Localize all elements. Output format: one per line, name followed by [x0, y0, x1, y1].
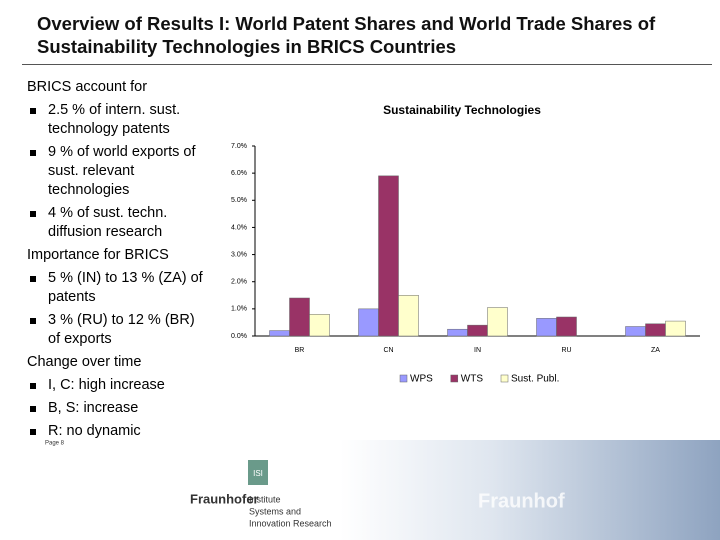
page-number: Page 8	[45, 441, 65, 447]
legend-swatch	[450, 374, 459, 383]
y-tick-label: 4.0%	[231, 224, 247, 231]
bar	[467, 324, 488, 337]
text-column: BRICS account for 2.5 % of intern. sust. …	[27, 76, 207, 445]
chart-title: Sustainability Technologies	[383, 103, 541, 117]
y-tick-label: 7.0%	[231, 143, 247, 150]
bar	[398, 295, 419, 337]
legend-swatch	[500, 374, 509, 383]
section-heading: Change over time	[27, 354, 142, 370]
y-tick-label: 0.0%	[231, 333, 247, 340]
bar	[536, 318, 557, 337]
bullet: I, C: high increase	[27, 376, 203, 395]
institute-line: Innovation Research	[249, 518, 332, 528]
bar	[625, 326, 646, 337]
legend-label: WTS	[461, 374, 484, 385]
bar	[289, 297, 310, 337]
x-tick-label: ZA	[651, 347, 660, 354]
bullet: B, S: increase	[27, 399, 203, 418]
legend-label: Sust. Publ.	[511, 374, 559, 385]
y-tick-label: 3.0%	[231, 251, 247, 258]
bar	[645, 323, 666, 337]
bar	[556, 316, 577, 337]
x-tick-label: BR	[295, 347, 305, 354]
bullet: 5 % (IN) to 13 % (ZA) of patents	[27, 269, 203, 307]
title-rule	[22, 64, 712, 65]
institute-line: Institute	[249, 494, 281, 504]
photo-text: Fraunhof	[478, 490, 565, 512]
bullet: R: no dynamic	[27, 422, 203, 441]
slide-title: Overview of Results I: World Patent Shar…	[37, 13, 656, 57]
bullet: 3 % (RU) to 12 % (BR) of exports	[27, 311, 203, 349]
isi-box	[248, 460, 268, 485]
institute-line: Systems and	[249, 506, 301, 516]
photo	[340, 440, 720, 540]
bar	[665, 320, 686, 337]
bar	[447, 328, 468, 337]
legend-label: WPS	[410, 374, 433, 385]
section-heading: Importance for BRICS	[27, 247, 169, 263]
y-tick-label: 2.0%	[231, 279, 247, 286]
x-tick-label: IN	[474, 347, 481, 354]
bar	[487, 307, 508, 337]
x-tick-label: RU	[561, 347, 571, 354]
brand: Fraunhofer	[190, 491, 259, 506]
bullet: 2.5 % of intern. sust. technology patent…	[27, 101, 203, 139]
section-heading: BRICS account for	[27, 79, 148, 95]
logo-mark: ISI	[253, 469, 263, 478]
bullet: 4 % of sust. techn. diffusion research	[27, 204, 203, 242]
bullet: 9 % of world exports of sust. relevant t…	[27, 143, 203, 200]
bar	[378, 175, 399, 337]
x-tick-label: CN	[383, 347, 393, 354]
y-tick-label: 5.0%	[231, 197, 247, 204]
y-tick-label: 6.0%	[231, 170, 247, 177]
bar	[269, 330, 290, 337]
bar	[358, 308, 379, 337]
y-tick-label: 1.0%	[231, 306, 247, 313]
legend-swatch	[399, 374, 408, 383]
bar	[309, 314, 330, 337]
